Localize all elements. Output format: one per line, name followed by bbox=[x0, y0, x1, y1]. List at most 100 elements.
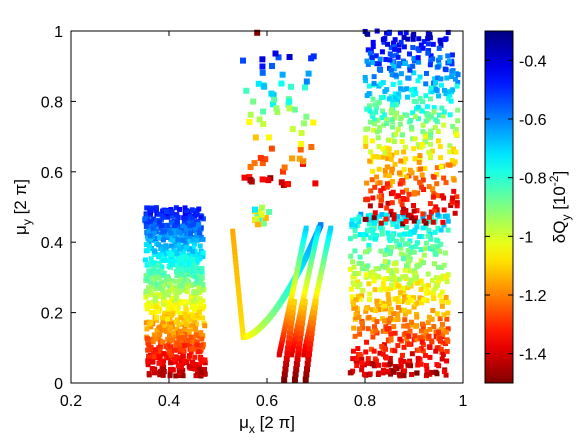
data-point bbox=[374, 174, 380, 180]
data-point bbox=[143, 219, 149, 225]
data-point bbox=[186, 220, 192, 226]
data-point bbox=[171, 357, 177, 363]
data-point bbox=[357, 352, 363, 358]
data-point bbox=[402, 297, 408, 303]
data-point bbox=[413, 244, 419, 250]
data-point bbox=[293, 366, 300, 373]
data-point bbox=[284, 350, 291, 357]
data-point bbox=[234, 273, 240, 279]
data-point bbox=[386, 29, 392, 35]
data-point bbox=[147, 338, 153, 344]
data-point bbox=[176, 335, 182, 341]
data-point bbox=[406, 258, 412, 264]
data-point bbox=[436, 57, 442, 63]
data-point bbox=[394, 279, 400, 285]
data-point bbox=[429, 148, 435, 154]
data-point bbox=[280, 168, 287, 175]
data-point bbox=[422, 166, 428, 172]
data-point bbox=[351, 325, 357, 331]
data-point bbox=[419, 184, 425, 190]
data-point bbox=[426, 149, 432, 155]
data-point bbox=[351, 281, 357, 287]
data-point bbox=[150, 350, 156, 356]
data-point bbox=[419, 339, 425, 345]
data-point bbox=[357, 331, 363, 337]
data-point bbox=[440, 219, 446, 225]
data-point bbox=[433, 86, 439, 92]
data-point bbox=[177, 206, 183, 212]
data-point bbox=[388, 156, 394, 162]
data-point bbox=[155, 354, 161, 360]
data-point bbox=[424, 110, 430, 116]
data-point bbox=[353, 311, 359, 317]
x-tick-label: 0.8 bbox=[354, 393, 376, 410]
data-point bbox=[187, 233, 193, 239]
data-point bbox=[395, 317, 401, 323]
data-point bbox=[355, 279, 361, 285]
data-point bbox=[191, 307, 197, 313]
data-point bbox=[405, 299, 411, 305]
data-point bbox=[259, 204, 266, 211]
data-point bbox=[441, 222, 447, 228]
data-point bbox=[452, 159, 458, 165]
data-point bbox=[370, 168, 376, 174]
data-point bbox=[435, 64, 441, 70]
data-point bbox=[288, 319, 295, 326]
data-point bbox=[395, 312, 401, 318]
data-point bbox=[382, 318, 388, 324]
data-point bbox=[285, 345, 292, 352]
data-point bbox=[193, 292, 199, 298]
data-point bbox=[199, 269, 205, 275]
data-point bbox=[192, 326, 198, 332]
data-point bbox=[378, 203, 384, 209]
data-point bbox=[308, 330, 315, 337]
data-point bbox=[414, 208, 420, 214]
data-point bbox=[198, 342, 204, 348]
data-point bbox=[453, 149, 459, 155]
data-point bbox=[437, 336, 443, 342]
data-point bbox=[452, 210, 458, 216]
data-point bbox=[240, 331, 246, 337]
data-point bbox=[311, 304, 318, 311]
data-point bbox=[285, 101, 292, 108]
data-point bbox=[400, 221, 406, 227]
data-point bbox=[193, 321, 199, 327]
data-point bbox=[363, 272, 369, 278]
data-point bbox=[236, 294, 242, 300]
data-point bbox=[259, 160, 266, 167]
data-point bbox=[433, 348, 439, 354]
data-point bbox=[178, 276, 184, 282]
data-point bbox=[374, 298, 380, 304]
data-point bbox=[354, 363, 360, 369]
data-point bbox=[296, 340, 303, 347]
data-point bbox=[392, 115, 398, 121]
data-point bbox=[449, 74, 455, 80]
data-point bbox=[283, 360, 290, 367]
data-point bbox=[413, 90, 419, 96]
data-point bbox=[195, 218, 201, 224]
data-point bbox=[172, 222, 178, 228]
data-point bbox=[429, 277, 435, 283]
data-point bbox=[362, 216, 368, 222]
data-point bbox=[372, 102, 378, 108]
data-point bbox=[443, 329, 449, 335]
data-point bbox=[152, 249, 158, 255]
data-point bbox=[305, 350, 312, 357]
data-point bbox=[364, 58, 370, 64]
data-point bbox=[445, 218, 451, 224]
data-point bbox=[152, 279, 158, 285]
data-point bbox=[383, 306, 389, 312]
data-point bbox=[447, 112, 453, 118]
data-point bbox=[445, 227, 451, 233]
data-point bbox=[397, 364, 403, 370]
data-point bbox=[238, 314, 244, 320]
data-point bbox=[178, 315, 184, 321]
data-point bbox=[172, 296, 178, 302]
data-point bbox=[360, 287, 366, 293]
data-point bbox=[441, 262, 447, 268]
data-point bbox=[380, 280, 386, 286]
data-point bbox=[186, 331, 192, 337]
data-point bbox=[200, 236, 206, 242]
data-point bbox=[389, 166, 395, 172]
data-point bbox=[405, 323, 411, 329]
